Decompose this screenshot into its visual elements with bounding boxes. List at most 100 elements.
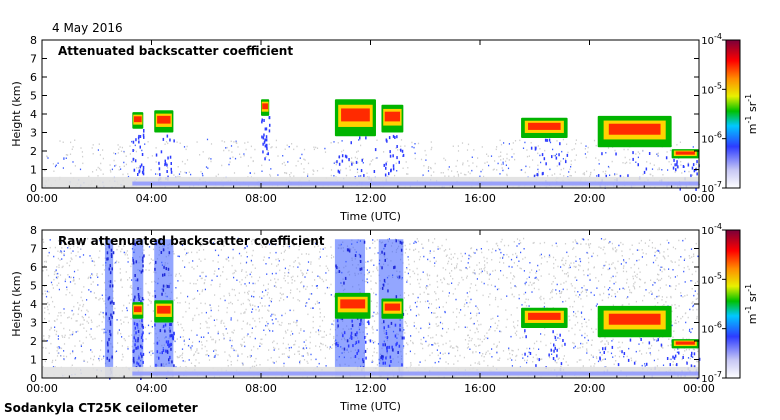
noise-cell xyxy=(186,252,188,254)
noise-cell xyxy=(533,282,535,284)
noise-cell xyxy=(221,164,223,167)
noise-cell xyxy=(417,240,419,243)
noise-cell xyxy=(485,353,487,355)
noise-cell xyxy=(67,154,69,156)
noise-cell xyxy=(131,293,133,296)
noise-cell xyxy=(652,261,655,264)
noise-cell xyxy=(90,328,92,330)
noise-cell xyxy=(580,291,582,294)
precipitation-cell xyxy=(359,260,362,263)
noise-cell xyxy=(299,360,301,362)
noise-cell xyxy=(445,342,447,345)
noise-cell xyxy=(81,315,83,318)
noise-cell xyxy=(300,269,302,272)
noise-cell xyxy=(92,144,94,146)
noise-cell xyxy=(411,146,413,148)
noise-cell xyxy=(245,285,247,287)
virga-cell xyxy=(266,147,268,151)
noise-cell xyxy=(676,351,678,354)
noise-cell xyxy=(198,362,200,364)
noise-cell xyxy=(662,364,665,366)
noise-cell xyxy=(489,304,491,306)
noise-cell xyxy=(477,338,479,340)
noise-cell xyxy=(498,320,500,322)
precipitation-cell xyxy=(159,329,162,333)
noise-cell xyxy=(329,348,331,350)
noise-cell xyxy=(429,260,431,263)
noise-cell xyxy=(469,266,471,268)
noise-cell xyxy=(231,303,233,305)
noise-cell xyxy=(564,158,567,160)
noise-cell xyxy=(45,261,47,263)
noise-cell xyxy=(55,359,57,361)
noise-cell xyxy=(565,280,567,283)
noise-cell xyxy=(232,156,234,158)
noise-cell xyxy=(267,288,269,290)
virga-cell xyxy=(674,354,677,358)
noise-cell xyxy=(561,150,563,153)
noise-cell xyxy=(532,282,534,285)
noise-cell xyxy=(274,285,276,287)
virga-cell xyxy=(359,322,362,326)
noise-cell xyxy=(104,244,106,246)
noise-cell xyxy=(598,163,600,165)
noise-cell xyxy=(314,303,317,305)
noise-cell xyxy=(321,336,323,338)
noise-cell xyxy=(417,273,419,276)
noise-cell xyxy=(579,258,581,260)
noise-cell xyxy=(489,352,491,355)
noise-cell xyxy=(574,276,576,279)
noise-cell xyxy=(473,322,475,325)
noise-cell xyxy=(688,330,691,332)
noise-cell xyxy=(286,144,288,146)
noise-cell xyxy=(448,166,450,168)
noise-cell xyxy=(684,257,686,260)
noise-cell xyxy=(110,171,112,173)
noise-cell xyxy=(227,256,229,259)
noise-cell xyxy=(99,250,101,252)
noise-cell xyxy=(487,155,489,157)
noise-cell xyxy=(306,360,308,363)
noise-cell xyxy=(497,244,499,247)
noise-cell xyxy=(428,166,430,168)
noise-cell xyxy=(601,340,603,342)
virga-cell xyxy=(135,331,137,335)
noise-cell xyxy=(493,343,495,345)
noise-cell xyxy=(332,323,335,326)
noise-cell xyxy=(46,155,48,157)
precipitation-cell xyxy=(137,337,139,341)
noise-cell xyxy=(262,239,264,241)
noise-cell xyxy=(528,276,530,278)
noise-cell xyxy=(435,292,437,295)
noise-cell xyxy=(231,339,233,342)
noise-cell xyxy=(476,327,478,330)
noise-cell xyxy=(405,309,407,312)
noise-cell xyxy=(351,157,353,159)
noise-cell xyxy=(357,161,359,164)
noise-cell xyxy=(557,337,559,339)
virga-cell xyxy=(134,339,137,343)
virga-cell xyxy=(167,343,169,347)
noise-cell xyxy=(519,337,521,339)
aerosol-layer xyxy=(132,371,699,376)
noise-cell xyxy=(131,345,133,348)
noise-cell xyxy=(54,165,57,168)
noise-cell xyxy=(560,168,562,171)
noise-cell xyxy=(496,351,498,354)
noise-cell xyxy=(251,311,253,313)
noise-cell xyxy=(250,156,252,159)
noise-cell xyxy=(59,140,61,142)
noise-cell xyxy=(674,171,676,173)
noise-cell xyxy=(500,155,502,157)
noise-cell xyxy=(238,292,240,294)
noise-cell xyxy=(303,148,306,151)
noise-cell xyxy=(513,153,515,155)
noise-cell xyxy=(376,157,378,159)
noise-cell xyxy=(446,283,449,285)
precipitation-cell xyxy=(354,254,357,258)
virga-cell xyxy=(623,352,626,355)
noise-cell xyxy=(586,334,588,337)
noise-cell xyxy=(86,361,89,363)
noise-cell xyxy=(201,289,204,291)
noise-cell xyxy=(50,296,52,299)
